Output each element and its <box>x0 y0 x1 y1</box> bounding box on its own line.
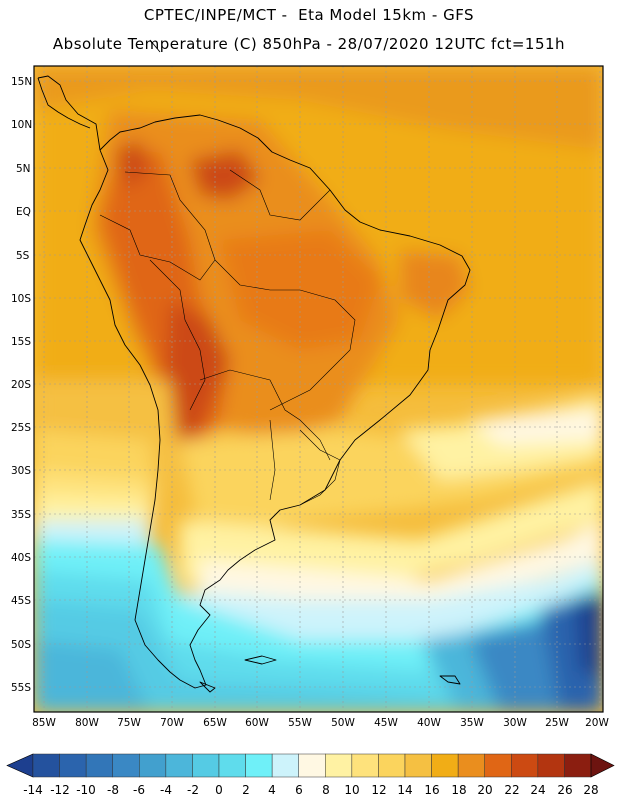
colorbar-bin <box>85 753 113 778</box>
colorbar-label: 4 <box>268 783 276 797</box>
longitude-tick-labels: 85W 80W 75W 70W 65W 60W 55W 50W 45W 40W … <box>32 717 609 729</box>
lon-tick: 80W <box>75 717 99 729</box>
colorbar-label: 10 <box>344 783 359 797</box>
colorbar-label: -6 <box>133 783 145 797</box>
colorbar-label: 26 <box>557 783 572 797</box>
lon-tick: 50W <box>331 717 355 729</box>
lat-tick: EQ <box>16 206 31 218</box>
colorbar-label: -10 <box>76 783 96 797</box>
colorbar-label: 12 <box>371 783 386 797</box>
chart-title-line-1: CPTEC/INPE/MCT - Eta Model 15km - GFS <box>143 6 475 24</box>
colorbar-label: 16 <box>424 783 439 797</box>
coastline <box>37 39 471 693</box>
colorbar-bin <box>404 753 432 778</box>
colorbar-label: -8 <box>107 783 119 797</box>
colorbar-bin <box>245 753 273 778</box>
lat-tick: 30S <box>11 465 31 477</box>
lat-tick: 55S <box>11 682 31 694</box>
lon-tick: 40W <box>417 717 441 729</box>
lon-tick: 25W <box>545 717 569 729</box>
lon-tick: 45W <box>374 717 398 729</box>
colorbar-bin <box>511 753 539 778</box>
colorbar-label: 28 <box>583 783 598 797</box>
lat-tick: 50S <box>11 639 31 651</box>
colorbar-label: -2 <box>187 783 199 797</box>
colorbar-bin <box>165 753 193 778</box>
colorbar <box>6 753 615 778</box>
lon-tick: 85W <box>32 717 56 729</box>
colorbar-bin <box>298 753 326 778</box>
colorbar-bin <box>112 753 140 778</box>
lon-tick: 70W <box>160 717 184 729</box>
colorbar-bin <box>139 753 167 778</box>
colorbar-bin <box>325 753 353 778</box>
chart-title-line-2: Absolute Temperature (C) 850hPa - 28/07/… <box>52 35 566 53</box>
lon-tick: 30W <box>503 717 527 729</box>
lat-tick: 5S <box>16 250 30 262</box>
country-borders <box>99 169 356 506</box>
lat-tick: 5N <box>16 163 31 175</box>
lat-tick: 15S <box>11 336 31 348</box>
colorbar-label: 2 <box>242 783 250 797</box>
colorbar-label: 24 <box>530 783 545 797</box>
colorbar-bin <box>378 753 406 778</box>
colorbar-bin <box>271 753 299 778</box>
colorbar-label: 20 <box>477 783 492 797</box>
colorbar-bin <box>457 753 485 778</box>
colorbar-bin <box>32 753 60 778</box>
colorbar-arrow-high <box>590 753 615 778</box>
colorbar-label: 18 <box>451 783 466 797</box>
lat-tick: 40S <box>11 552 31 564</box>
colorbar-bin <box>59 753 87 778</box>
lon-tick: 60W <box>245 717 269 729</box>
colorbar-labels: -14 -12 -10 -8 -6 -4 -2 0 2 4 6 8 10 12 … <box>23 783 598 797</box>
colorbar-bin <box>537 753 565 778</box>
colorbar-arrow-low <box>6 753 34 778</box>
lat-tick: 45S <box>11 595 31 607</box>
colorbar-bin <box>218 753 246 778</box>
colorbar-bin <box>351 753 379 778</box>
colorbar-bin <box>484 753 512 778</box>
lon-tick: 65W <box>203 717 227 729</box>
colorbar-label: 8 <box>322 783 330 797</box>
map-frame <box>33 65 604 713</box>
latitude-tick-labels: 15N 10N 5N EQ 5S 10S 15S 20S 25S 30S 35S… <box>11 76 32 694</box>
lat-tick: 15N <box>11 76 32 88</box>
lat-tick: 10S <box>11 293 31 305</box>
colorbar-label: -12 <box>50 783 70 797</box>
colorbar-bin <box>192 753 220 778</box>
colorbar-bin <box>431 753 459 778</box>
colorbar-label: -4 <box>160 783 172 797</box>
lon-tick: 55W <box>288 717 312 729</box>
colorbar-label: 22 <box>504 783 519 797</box>
lon-tick: 20W <box>585 717 609 729</box>
colorbar-label: 6 <box>295 783 303 797</box>
lon-tick: 35W <box>460 717 484 729</box>
colorbar-bin <box>564 753 592 778</box>
colorbar-label: 14 <box>397 783 412 797</box>
lat-tick: 25S <box>11 422 31 434</box>
lon-tick: 75W <box>117 717 141 729</box>
colorbar-label: 0 <box>215 783 223 797</box>
lat-tick: 20S <box>11 379 31 391</box>
temperature-field <box>34 66 603 712</box>
lat-tick: 35S <box>11 509 31 521</box>
colorbar-label: -14 <box>23 783 43 797</box>
lat-tick: 10N <box>11 119 32 131</box>
